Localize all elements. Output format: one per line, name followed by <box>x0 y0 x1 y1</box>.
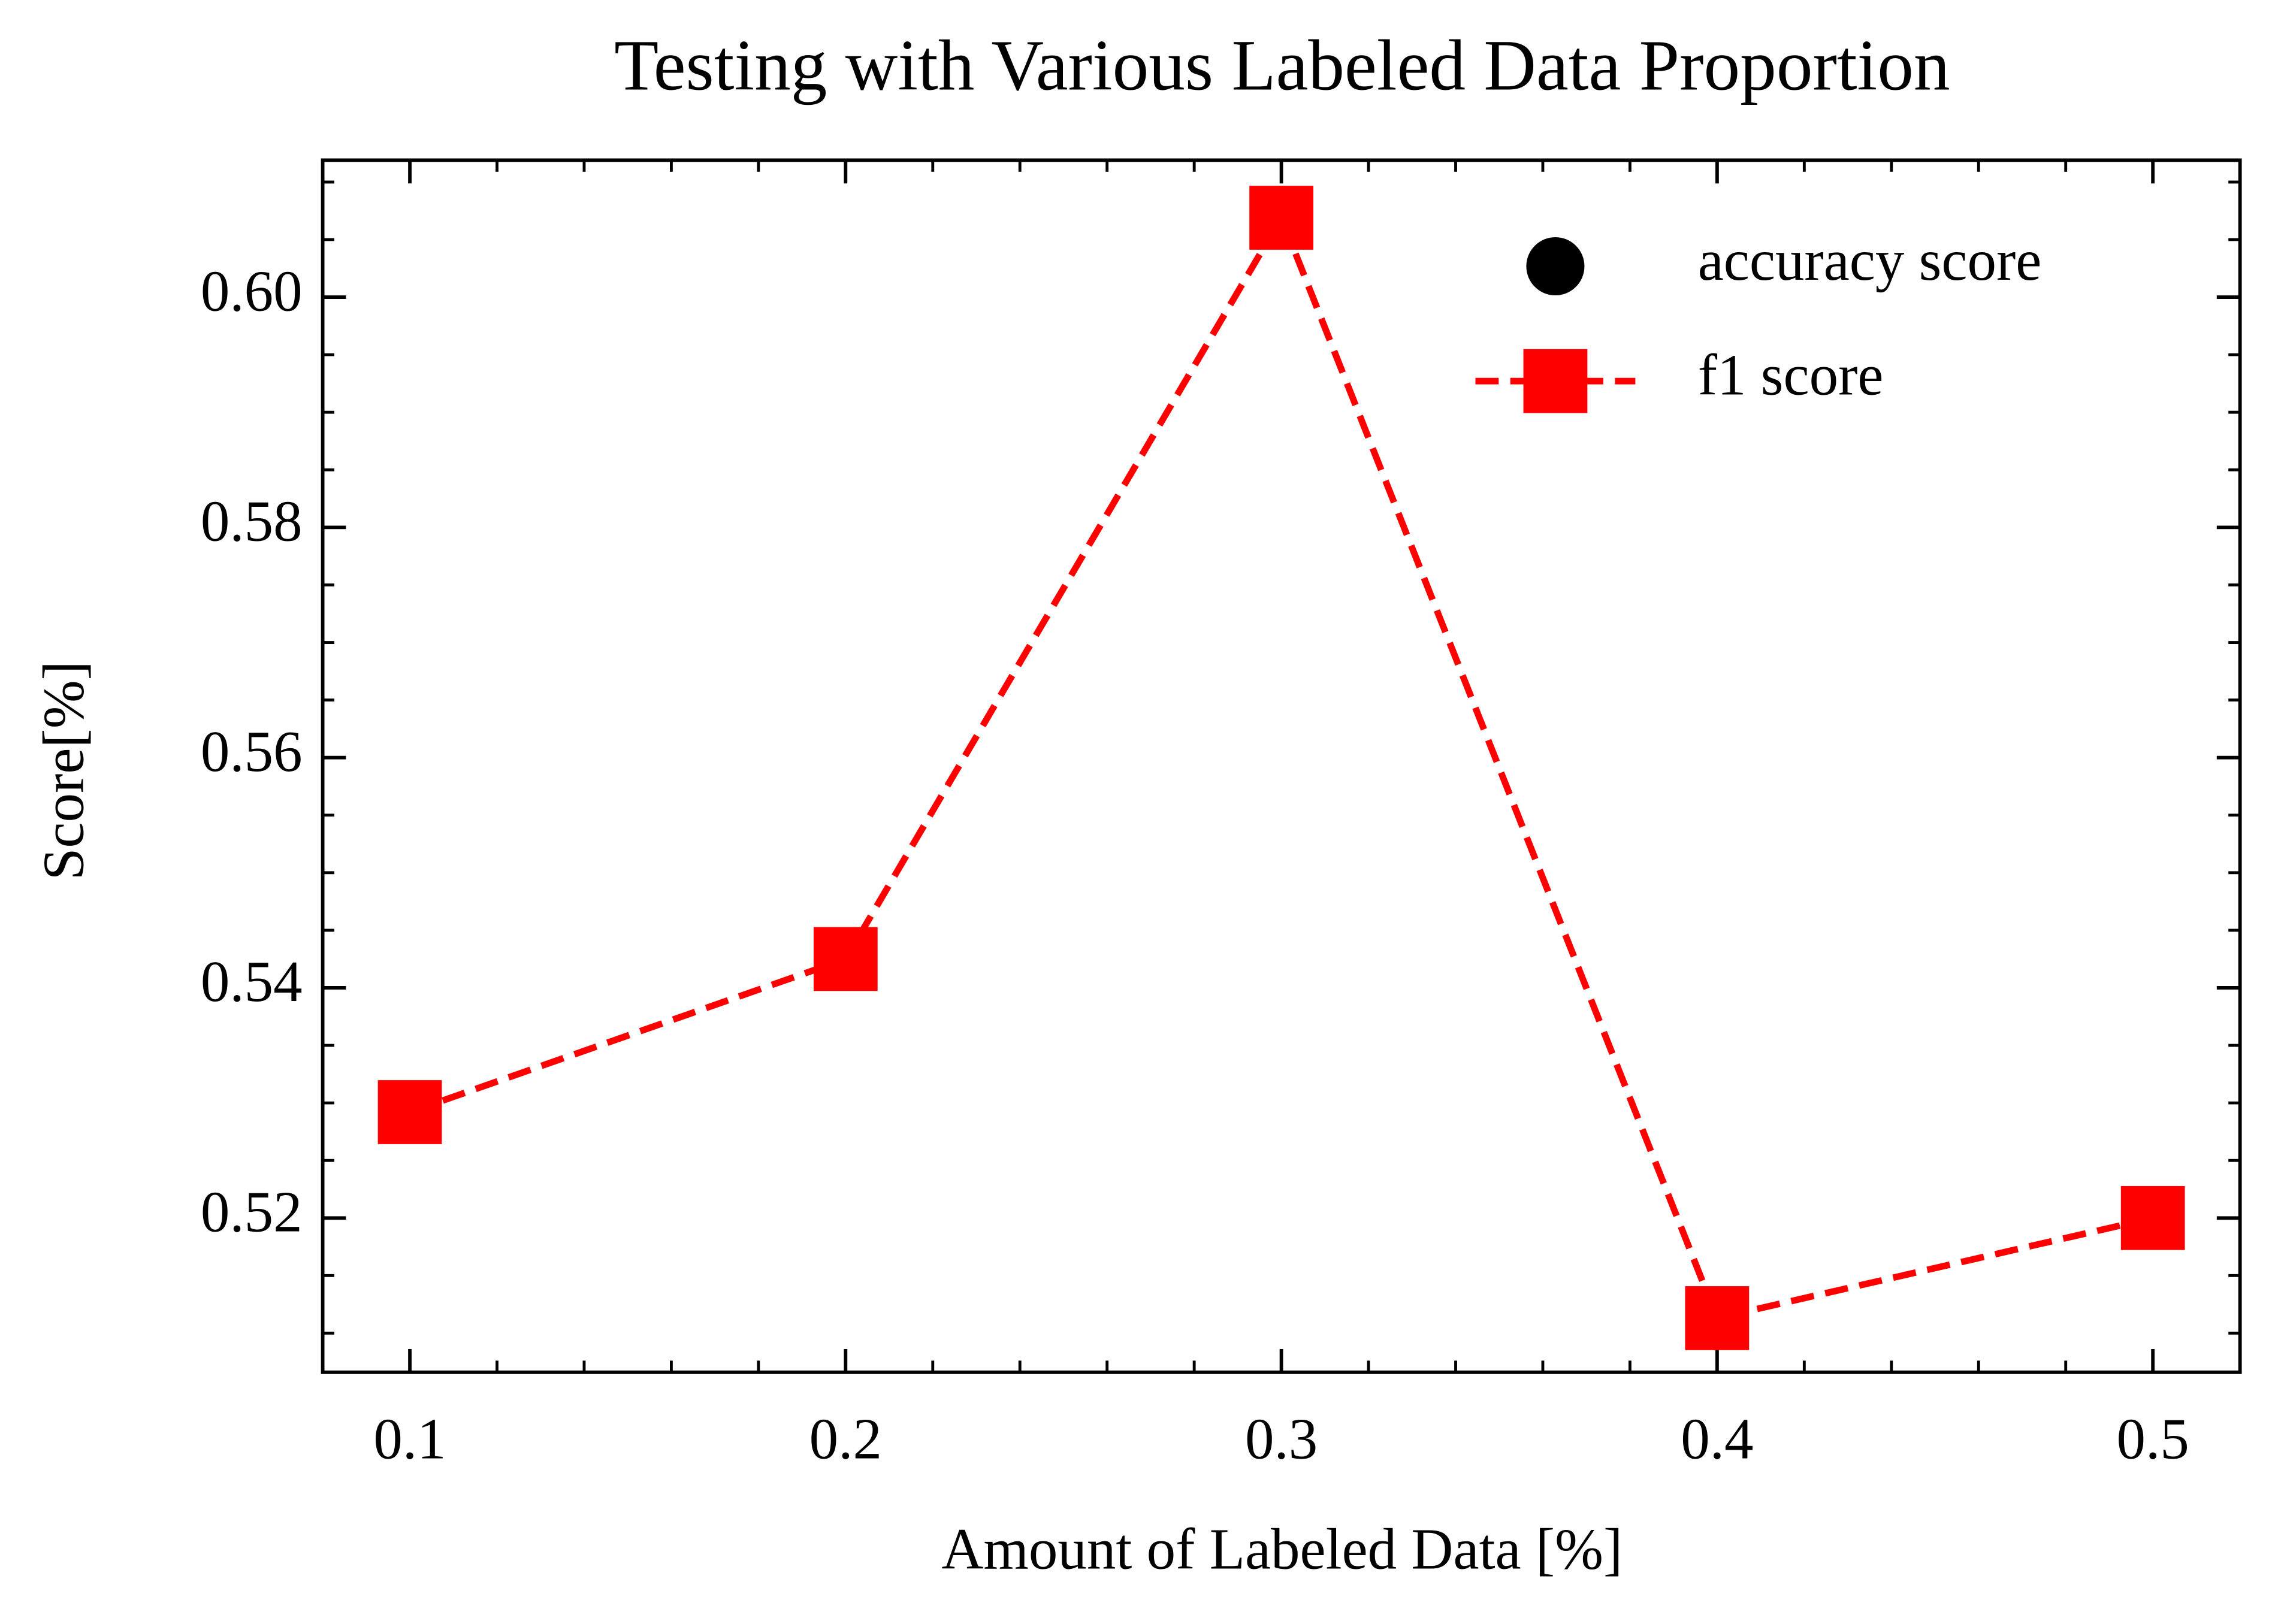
square-marker <box>377 1080 442 1144</box>
y-tick-label: 0.58 <box>201 489 303 554</box>
legend-marker <box>1526 237 1585 296</box>
chart-title: Testing with Various Labeled Data Propor… <box>614 26 1950 106</box>
x-axis-label: Amount of Labeled Data [%] <box>941 1517 1623 1581</box>
square-marker <box>813 927 878 991</box>
legend-label: f1 score <box>1698 343 1884 407</box>
y-tick-label: 0.52 <box>201 1180 303 1244</box>
y-axis-label: Score[%] <box>32 661 96 880</box>
series-line <box>409 210 2154 1322</box>
x-tick-label: 0.3 <box>1245 1407 1318 1471</box>
x-tick-label: 0.2 <box>809 1407 882 1471</box>
y-tick-label: 0.54 <box>201 949 303 1014</box>
y-tick-label: 0.60 <box>201 259 303 323</box>
x-tick-label: 0.1 <box>373 1407 446 1471</box>
x-tick-label: 0.4 <box>1681 1407 1753 1471</box>
y-tick-label: 0.56 <box>201 719 303 784</box>
square-marker <box>1685 1286 1750 1350</box>
square-marker <box>2120 1186 2185 1250</box>
plot-frame <box>321 158 2242 1374</box>
square-marker <box>1249 186 1313 250</box>
legend-marker <box>1523 349 1588 413</box>
x-tick-label: 0.5 <box>2117 1407 2189 1471</box>
legend-label: accuracy score <box>1698 228 2042 292</box>
